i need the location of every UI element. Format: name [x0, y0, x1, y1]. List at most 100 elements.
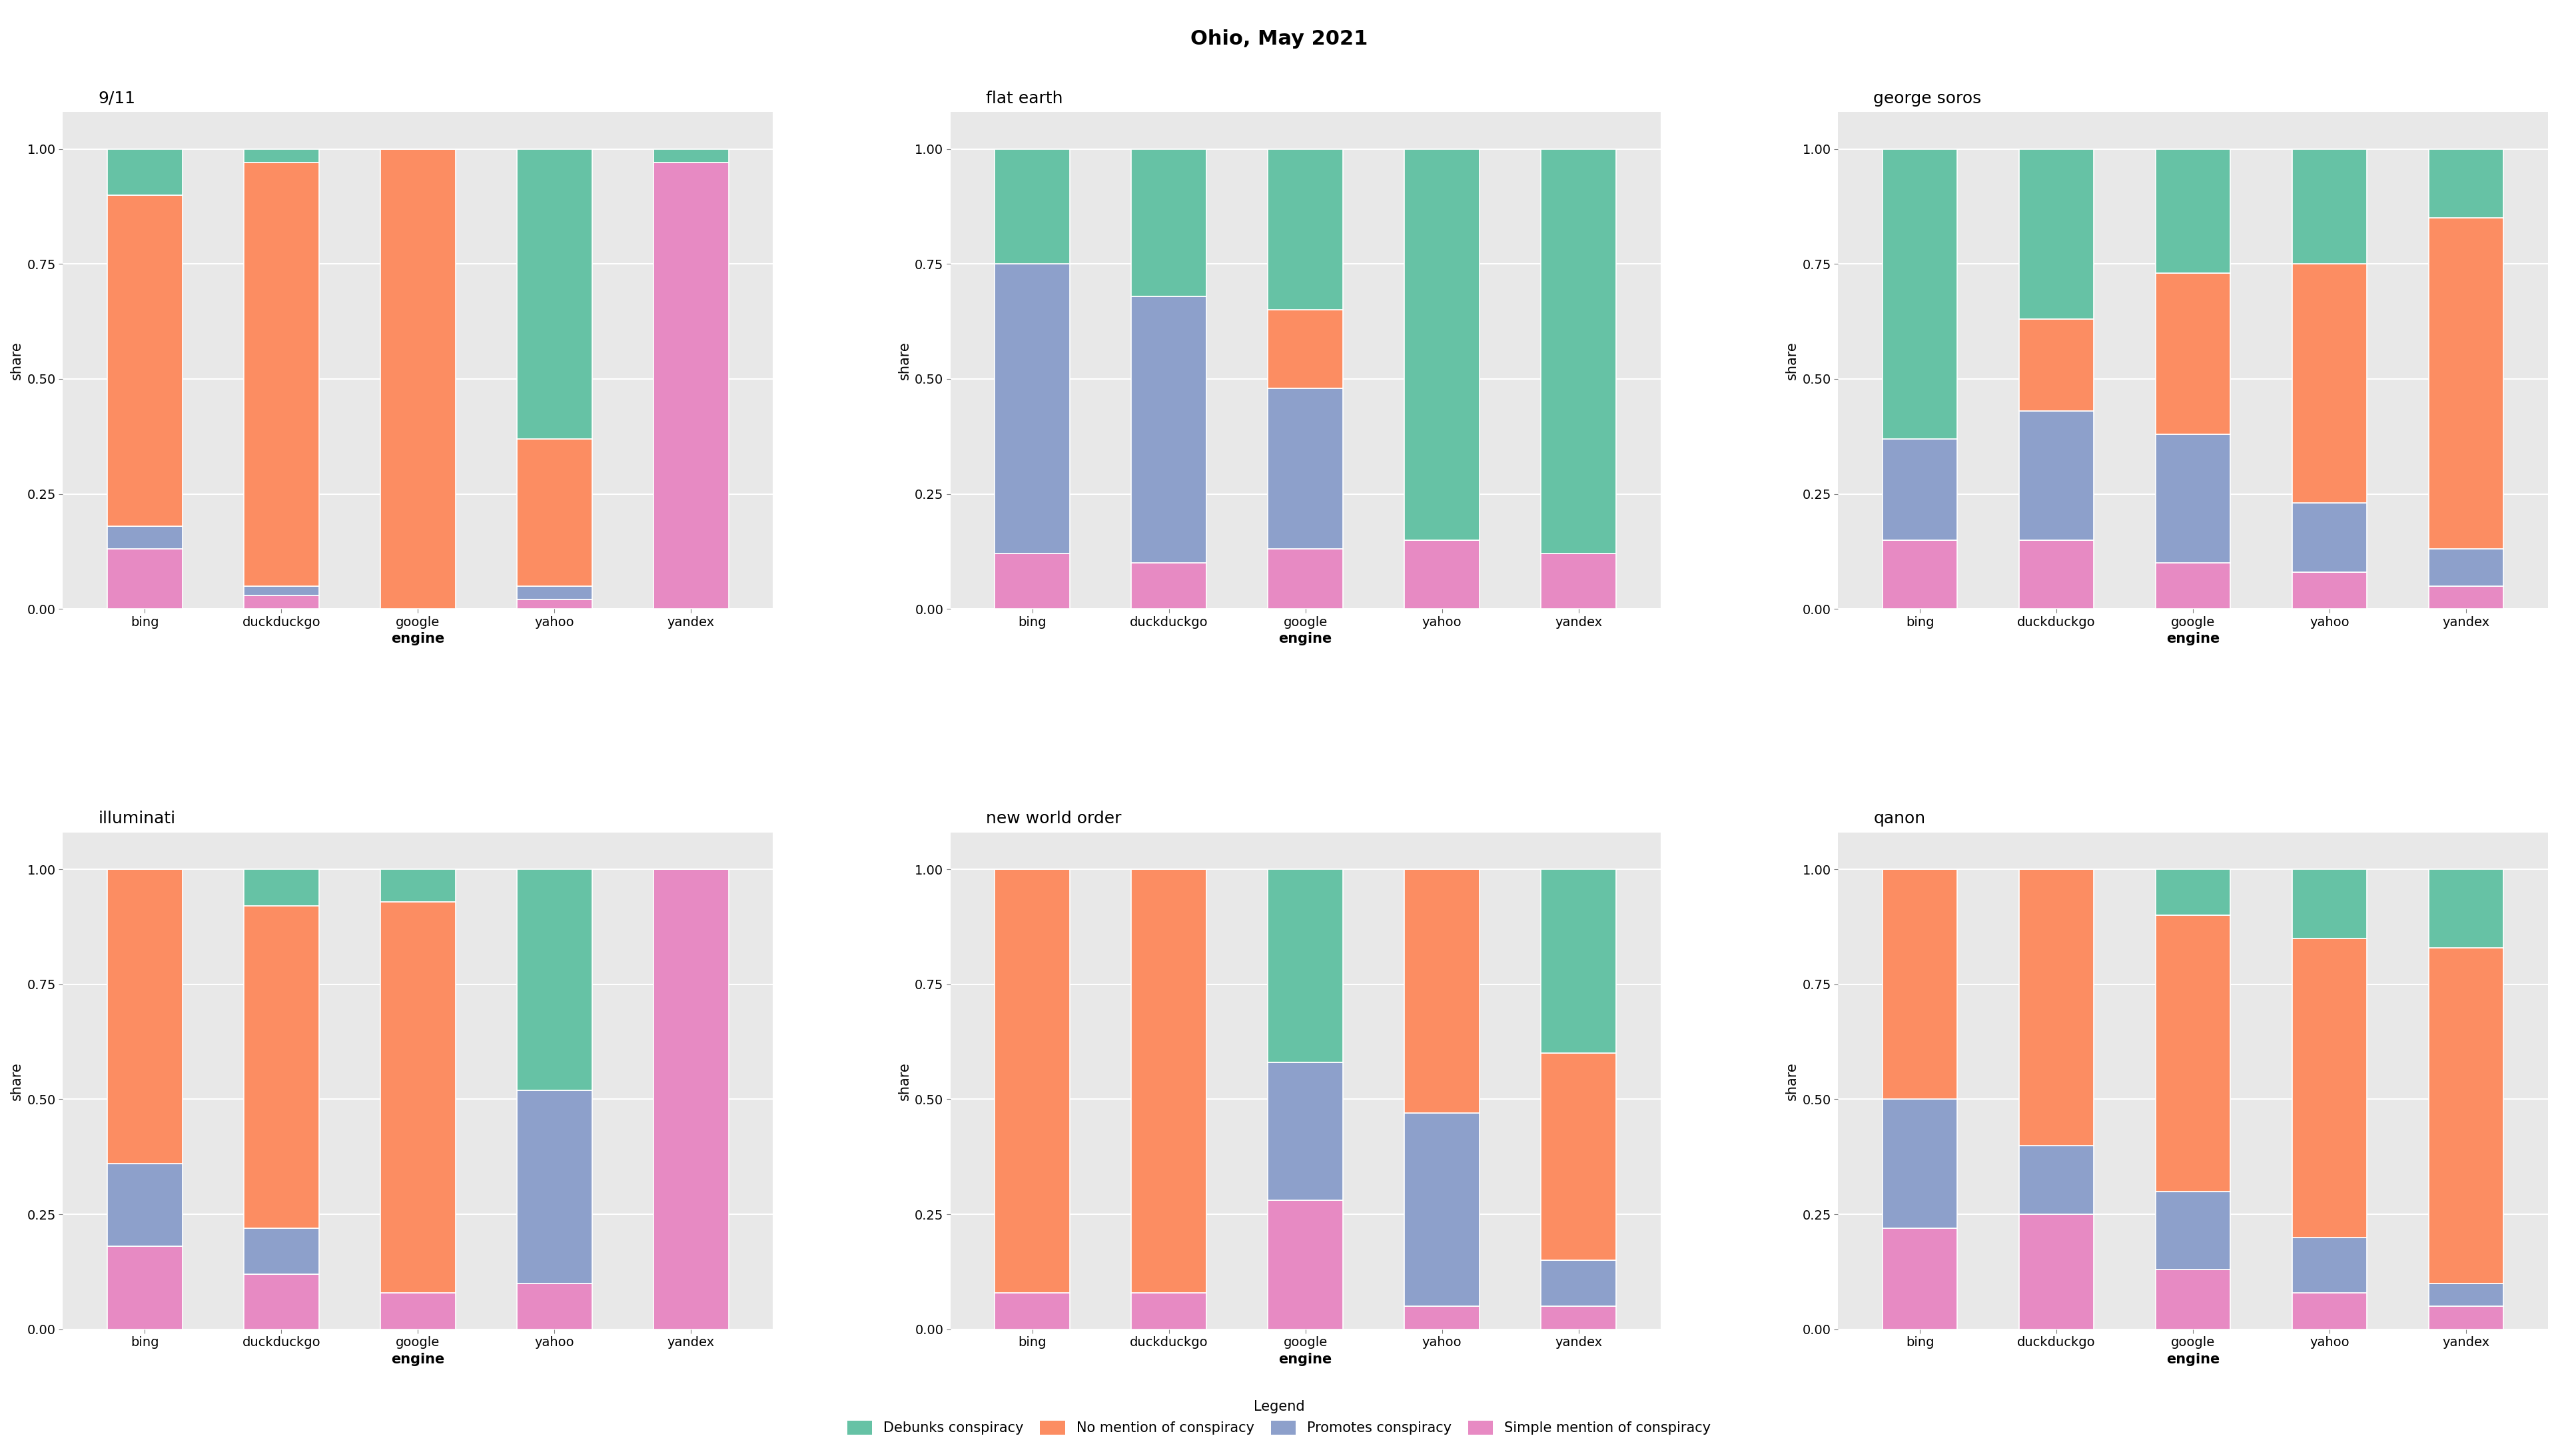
- Bar: [1269, 549, 1343, 609]
- Bar: [2156, 916, 2231, 1191]
- Bar: [1540, 1306, 1617, 1329]
- Bar: [2018, 149, 2095, 319]
- Bar: [2292, 264, 2366, 504]
- X-axis label: engine: engine: [2167, 1353, 2220, 1366]
- Bar: [2292, 504, 2366, 572]
- Bar: [1404, 869, 1479, 1114]
- Bar: [1883, 540, 1957, 609]
- Bar: [1883, 869, 1957, 1099]
- Text: Ohio, May 2021: Ohio, May 2021: [1189, 29, 1369, 48]
- Bar: [1131, 149, 1207, 296]
- Bar: [1131, 296, 1207, 563]
- Bar: [517, 1283, 591, 1329]
- Legend: Debunks conspiracy, No mention of conspiracy, Promotes conspiracy, Simple mentio: Debunks conspiracy, No mention of conspi…: [839, 1393, 1719, 1441]
- Bar: [517, 585, 591, 600]
- Bar: [107, 869, 182, 1163]
- Bar: [2018, 411, 2095, 540]
- Text: illuminati: illuminati: [97, 811, 177, 827]
- Bar: [2292, 149, 2366, 264]
- Bar: [243, 163, 320, 585]
- Bar: [1269, 1063, 1343, 1201]
- Bar: [1269, 310, 1343, 389]
- Bar: [652, 163, 729, 609]
- Bar: [381, 149, 455, 609]
- Bar: [2018, 540, 2095, 609]
- Y-axis label: share: share: [1785, 1061, 1798, 1101]
- Bar: [2428, 1283, 2504, 1306]
- Bar: [1131, 1293, 1207, 1329]
- Bar: [107, 149, 182, 195]
- X-axis label: engine: engine: [1279, 1353, 1333, 1366]
- Bar: [243, 596, 320, 609]
- Bar: [2292, 938, 2366, 1238]
- Bar: [381, 869, 455, 901]
- Bar: [243, 585, 320, 596]
- Bar: [381, 901, 455, 1293]
- Bar: [2428, 1306, 2504, 1329]
- Text: new world order: new world order: [985, 811, 1120, 827]
- Bar: [1540, 149, 1617, 553]
- Y-axis label: share: share: [898, 1061, 911, 1101]
- Bar: [2156, 1270, 2231, 1329]
- Bar: [1269, 1201, 1343, 1329]
- Bar: [995, 1293, 1069, 1329]
- Bar: [652, 869, 729, 1329]
- Bar: [1269, 389, 1343, 549]
- Bar: [2428, 218, 2504, 549]
- Bar: [1540, 553, 1617, 609]
- Bar: [2156, 1191, 2231, 1270]
- Bar: [1540, 1053, 1617, 1261]
- Bar: [243, 1274, 320, 1329]
- Bar: [243, 906, 320, 1227]
- Text: qanon: qanon: [1872, 811, 1926, 827]
- Bar: [2156, 149, 2231, 274]
- Bar: [2428, 869, 2504, 948]
- Bar: [2018, 1214, 2095, 1329]
- Bar: [1269, 149, 1343, 310]
- Bar: [381, 1293, 455, 1329]
- Bar: [2156, 434, 2231, 563]
- Bar: [1404, 540, 1479, 609]
- X-axis label: engine: engine: [391, 1353, 445, 1366]
- Y-axis label: share: share: [10, 1061, 23, 1101]
- Bar: [1269, 869, 1343, 1063]
- Bar: [243, 1227, 320, 1274]
- Bar: [995, 869, 1069, 1293]
- X-axis label: engine: engine: [1279, 632, 1333, 645]
- Bar: [2018, 869, 2095, 1146]
- X-axis label: engine: engine: [391, 632, 445, 645]
- Bar: [1883, 1227, 1957, 1329]
- Bar: [652, 149, 729, 163]
- Text: 9/11: 9/11: [97, 90, 136, 106]
- Bar: [2428, 149, 2504, 218]
- Bar: [1883, 1099, 1957, 1227]
- Bar: [243, 869, 320, 906]
- Y-axis label: share: share: [898, 341, 911, 380]
- Bar: [2428, 948, 2504, 1283]
- Bar: [995, 553, 1069, 609]
- Bar: [107, 526, 182, 549]
- Bar: [2292, 1293, 2366, 1329]
- Bar: [2292, 869, 2366, 938]
- Y-axis label: share: share: [10, 341, 23, 380]
- Bar: [2292, 1238, 2366, 1293]
- Bar: [1131, 563, 1207, 609]
- Y-axis label: share: share: [1785, 341, 1798, 380]
- Bar: [2156, 563, 2231, 609]
- Bar: [2428, 585, 2504, 609]
- Bar: [2018, 1146, 2095, 1214]
- Bar: [1131, 869, 1207, 1293]
- Bar: [2018, 319, 2095, 411]
- Bar: [995, 264, 1069, 553]
- Bar: [517, 869, 591, 1091]
- Bar: [1404, 1306, 1479, 1329]
- Bar: [243, 149, 320, 163]
- Bar: [107, 1163, 182, 1246]
- Bar: [2292, 572, 2366, 609]
- Bar: [1883, 149, 1957, 438]
- Bar: [517, 1091, 591, 1283]
- Bar: [107, 195, 182, 526]
- Bar: [517, 438, 591, 585]
- Bar: [107, 549, 182, 609]
- Bar: [517, 149, 591, 438]
